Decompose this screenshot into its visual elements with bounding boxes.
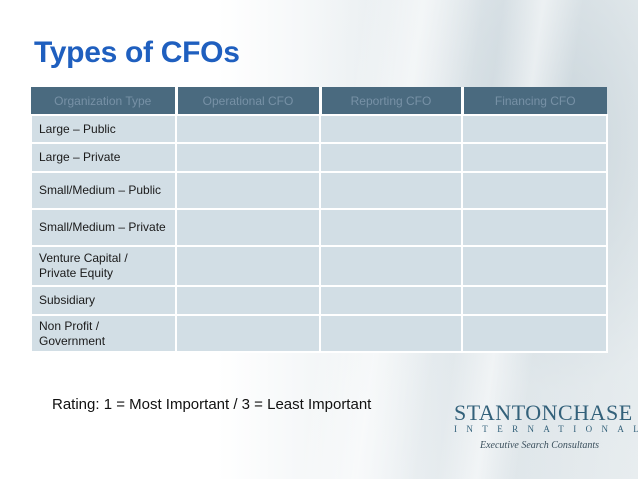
rating-cell[interactable] bbox=[319, 314, 463, 353]
table-row: Non Profit / Government bbox=[30, 314, 608, 353]
row-label: Large – Private bbox=[30, 142, 177, 173]
rating-cell[interactable] bbox=[175, 208, 321, 247]
header-organization-type: Organization Type bbox=[31, 87, 178, 116]
table-row: Small/Medium – Private bbox=[30, 208, 608, 247]
rating-cell[interactable] bbox=[175, 285, 321, 316]
rating-cell[interactable] bbox=[175, 171, 321, 210]
table-row: Large – Private bbox=[30, 142, 608, 173]
rating-cell[interactable] bbox=[175, 314, 321, 353]
stantonchase-logo: StantonChase INTERNATIONAL Executive Sea… bbox=[454, 400, 638, 451]
rating-cell[interactable] bbox=[319, 114, 463, 144]
rating-cell[interactable] bbox=[461, 285, 608, 316]
header-financing-cfo: Financing CFO bbox=[462, 87, 607, 116]
header-operational-cfo: Operational CFO bbox=[176, 87, 322, 116]
row-label: Small/Medium – Private bbox=[30, 208, 177, 247]
header-reporting-cfo: Reporting CFO bbox=[320, 87, 464, 116]
table-row: Subsidiary bbox=[30, 285, 608, 316]
table-header-row: Organization Type Operational CFO Report… bbox=[31, 87, 607, 116]
rating-cell[interactable] bbox=[319, 285, 463, 316]
table-row: Venture Capital / Private Equity bbox=[30, 245, 608, 287]
rating-cell[interactable] bbox=[461, 208, 608, 247]
rating-cell[interactable] bbox=[461, 114, 608, 144]
rating-cell[interactable] bbox=[461, 142, 608, 173]
rating-cell[interactable] bbox=[461, 245, 608, 287]
logo-wordmark: StantonChase bbox=[454, 400, 632, 426]
rating-cell[interactable] bbox=[461, 314, 608, 353]
slide-title: Types of CFOs bbox=[34, 36, 240, 69]
rating-legend: Rating: 1 = Most Important / 3 = Least I… bbox=[52, 396, 372, 413]
rating-cell[interactable] bbox=[461, 171, 608, 210]
row-label: Venture Capital / Private Equity bbox=[30, 245, 177, 287]
rating-cell[interactable] bbox=[319, 142, 463, 173]
rating-cell[interactable] bbox=[319, 245, 463, 287]
logo-name-first: Stanton bbox=[454, 400, 559, 425]
rating-cell[interactable] bbox=[319, 208, 463, 247]
rating-cell[interactable] bbox=[175, 114, 321, 144]
logo-tagline: Executive Search Consultants bbox=[480, 440, 600, 451]
logo-name-second: Chase bbox=[558, 400, 633, 425]
logo-subline: INTERNATIONAL bbox=[454, 424, 638, 434]
row-label: Small/Medium – Public bbox=[30, 171, 177, 210]
row-label: Non Profit / Government bbox=[30, 314, 177, 353]
table-row: Large – Public bbox=[30, 114, 608, 144]
cfo-types-table: Organization Type Operational CFO Report… bbox=[30, 87, 608, 353]
rating-cell[interactable] bbox=[175, 142, 321, 173]
rating-cell[interactable] bbox=[175, 245, 321, 287]
row-label: Large – Public bbox=[30, 114, 177, 144]
row-label: Subsidiary bbox=[30, 285, 177, 316]
rating-cell[interactable] bbox=[319, 171, 463, 210]
table-row: Small/Medium – Public bbox=[30, 171, 608, 210]
